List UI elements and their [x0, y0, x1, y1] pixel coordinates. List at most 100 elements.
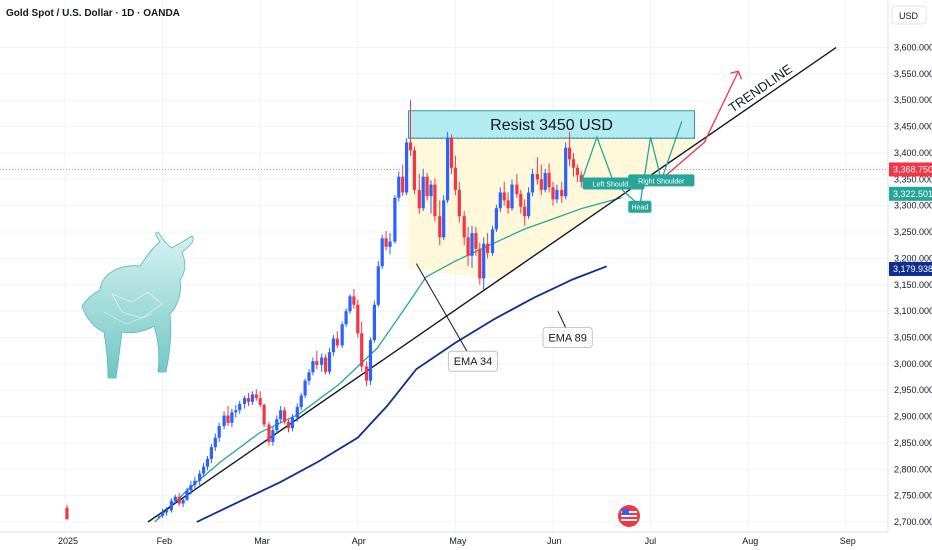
candle-body: [161, 512, 165, 516]
candle: [393, 195, 397, 244]
candle: [286, 419, 291, 433]
candle-body: [478, 248, 482, 279]
candle: [462, 210, 466, 246]
candle: [234, 404, 238, 418]
callout-box: [542, 327, 593, 348]
candle-body: [567, 147, 572, 160]
resistance-zone: Resist 3450 USD: [408, 110, 695, 139]
candle-body: [470, 233, 474, 256]
candle: [494, 204, 498, 233]
callout-label: EMA 89: [548, 332, 587, 344]
us-flag-icon[interactable]: [618, 505, 640, 527]
candle: [470, 225, 474, 268]
chart-title: Gold Spot / U.S. Dollar · 1D · OANDA: [6, 8, 180, 19]
bull-icon: [81, 231, 194, 379]
candle-body: [157, 515, 161, 517]
candlesticks: [65, 100, 583, 520]
pattern-label-box: [628, 174, 695, 187]
candle-body: [340, 324, 344, 346]
candle-body: [323, 357, 328, 372]
x-tick-label: Jun: [547, 536, 562, 546]
candle-body: [356, 304, 360, 334]
candle: [388, 233, 392, 255]
price-badge-text: 3,368.750: [893, 164, 932, 174]
annotations: Left Shoulder Head Right Shoulder EMA 34 EMA…: [415, 174, 695, 372]
candle: [201, 462, 206, 478]
y-tick-label: 3,250.000: [894, 227, 932, 237]
candle: [246, 392, 251, 407]
candle: [502, 181, 506, 206]
candle-body: [560, 189, 564, 197]
candle-body: [384, 238, 388, 247]
candle-body: [315, 361, 319, 365]
candle-body: [209, 447, 213, 459]
y-tick-label: 2,700.000: [894, 517, 932, 527]
candle: [279, 406, 283, 423]
candle-body: [551, 187, 555, 200]
candle-body: [368, 340, 373, 381]
candle: [405, 138, 409, 196]
candle: [438, 200, 442, 246]
candle-body: [571, 159, 576, 168]
candle-body: [198, 473, 202, 481]
candle-body: [408, 142, 413, 151]
candle-body: [250, 394, 254, 402]
candle: [254, 389, 258, 401]
candle: [515, 174, 519, 198]
candle: [161, 508, 165, 518]
candle-body: [490, 229, 495, 254]
candle-body: [283, 410, 287, 422]
candle-body: [457, 189, 461, 217]
candle-body: [344, 311, 348, 325]
candle: [327, 348, 332, 375]
candle-body: [286, 421, 291, 429]
candle: [397, 171, 401, 202]
y-tick-label: 3,200.000: [894, 253, 932, 263]
candle: [571, 152, 576, 177]
resistance-box: [408, 110, 695, 139]
candle: [421, 168, 425, 211]
candle: [408, 100, 413, 156]
x-tick-label: Sep: [840, 536, 856, 546]
candle-body: [246, 398, 251, 402]
candle: [543, 168, 547, 193]
candle-body: [442, 200, 446, 238]
candle: [299, 392, 303, 411]
candle: [498, 187, 502, 213]
candle: [380, 234, 384, 269]
y-tick-label: 3,050.000: [894, 332, 932, 342]
candle: [295, 403, 299, 422]
candle-body: [530, 174, 535, 193]
candle: [360, 321, 364, 372]
candle-body: [405, 142, 409, 193]
candle-body: [401, 176, 405, 193]
candle-body: [177, 496, 181, 504]
candle-body: [279, 410, 283, 420]
candle-body: [575, 167, 579, 176]
candle: [320, 353, 324, 372]
candle-body: [449, 138, 454, 168]
x-tick-label: 2025: [58, 536, 78, 546]
candle-body: [173, 496, 177, 501]
candle-body: [486, 243, 490, 254]
candle-body: [506, 200, 510, 209]
candle: [267, 421, 271, 446]
ema-lines: [154, 197, 622, 523]
candle-body: [547, 172, 551, 188]
candle: [275, 415, 279, 434]
currency-selector[interactable]: USD: [891, 5, 927, 25]
callout-pointer: [557, 310, 567, 328]
candle-body: [217, 426, 221, 438]
candle-body: [311, 361, 315, 373]
candle-body: [417, 189, 421, 209]
candle: [164, 507, 169, 516]
candle: [425, 172, 429, 201]
candle: [65, 505, 69, 520]
time-scale[interactable]: [0, 532, 932, 550]
candle: [490, 225, 495, 256]
candle-body: [307, 372, 311, 381]
x-tick-label: Feb: [157, 536, 173, 546]
candle: [217, 422, 221, 442]
y-tick-label: 3,600.000: [894, 43, 932, 53]
